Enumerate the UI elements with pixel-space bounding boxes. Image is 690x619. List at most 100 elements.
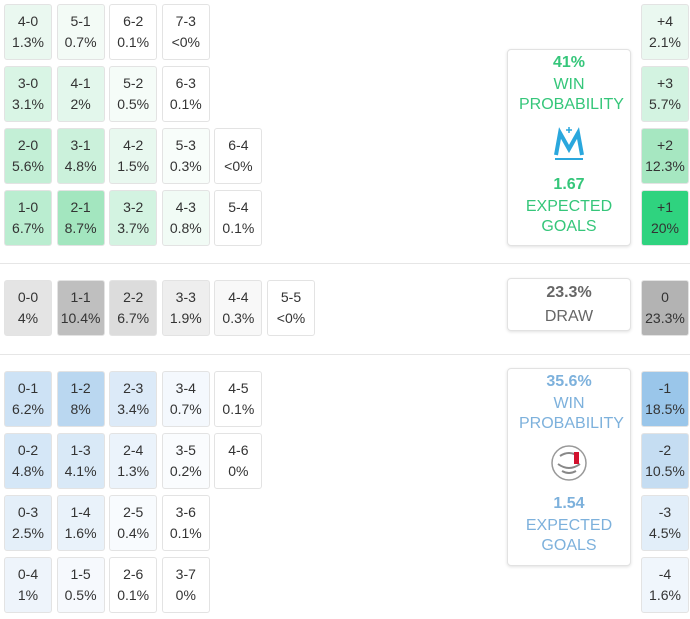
probability: 6.7% xyxy=(117,310,150,326)
probability: 8% xyxy=(70,401,91,417)
score-cell: 4-4 0.3% xyxy=(214,280,263,336)
score: 5-5 xyxy=(280,289,302,305)
score-cell: 3-1 4.8% xyxy=(56,128,105,184)
probability: 0.4% xyxy=(117,525,150,541)
win-label: WIN PROBABILITY xyxy=(519,75,624,113)
margin: -3 xyxy=(658,504,672,520)
probability: 1.3% xyxy=(12,34,44,50)
score-cell: 1-3 4.1% xyxy=(56,433,105,489)
probability: 4.8% xyxy=(64,158,97,174)
win-label: WIN PROBABILITY xyxy=(519,395,624,432)
score: 3-7 xyxy=(175,566,196,582)
score-cell: 4-2 1.5% xyxy=(109,128,158,184)
probability: 3.1% xyxy=(12,96,44,112)
score-cell: 4-1 2% xyxy=(56,66,105,122)
probability: 12.3% xyxy=(645,158,685,174)
score-cell: 2-4 1.3% xyxy=(109,433,158,489)
score: 6-3 xyxy=(175,75,196,91)
score-cell: 6-4 <0% xyxy=(214,128,263,184)
score-cell: 0-2 4.8% xyxy=(4,433,52,489)
score-cell: 7-3 <0% xyxy=(161,4,210,60)
score-cell: 0-1 6.2% xyxy=(4,371,52,427)
score: 1-3 xyxy=(70,442,91,458)
probability: 0.1% xyxy=(222,220,255,236)
margin: -2 xyxy=(658,442,672,458)
score-cell: 2-0 5.6% xyxy=(4,128,52,184)
score: 1-1 xyxy=(70,289,91,305)
probability: <0% xyxy=(171,34,200,50)
probability: 8.7% xyxy=(64,220,97,236)
score-cell: 3-2 3.7% xyxy=(109,190,158,246)
score: 5-1 xyxy=(70,13,91,29)
score: 1-0 xyxy=(17,199,39,215)
probability: 6.7% xyxy=(12,220,44,236)
score: 4-6 xyxy=(228,442,249,458)
score-cell: 3-7 0% xyxy=(161,557,210,613)
score: 1-5 xyxy=(70,566,91,582)
probability: 10.5% xyxy=(645,463,685,479)
score: 3-4 xyxy=(175,380,196,396)
score-cell: 5-3 0.3% xyxy=(161,128,210,184)
win-pct: 35.6% xyxy=(546,373,592,390)
probability: 4.1% xyxy=(64,463,97,479)
probability: 0.5% xyxy=(117,96,150,112)
score: 3-2 xyxy=(123,199,144,215)
margin: +1 xyxy=(657,199,673,215)
score: 4-0 xyxy=(17,13,39,29)
probability: 1% xyxy=(17,587,39,603)
score-cell: 4-3 0.8% xyxy=(161,190,210,246)
score-cell: -2 10.5% xyxy=(641,433,689,489)
score-cell: 1-1 10.4% xyxy=(56,280,105,336)
score-cell: +1 20% xyxy=(641,190,689,246)
probability: 0.2% xyxy=(169,463,202,479)
probability: 3.7% xyxy=(117,220,150,236)
draw-label: DRAW xyxy=(544,307,594,325)
score: 3-5 xyxy=(175,442,196,458)
margin: -4 xyxy=(658,566,672,582)
score-cell: 2-1 8.7% xyxy=(56,190,105,246)
separator xyxy=(0,354,690,355)
score: 3-1 xyxy=(70,137,91,153)
score-cell: 5-1 0.7% xyxy=(56,4,105,60)
score-cell: 2-6 0.1% xyxy=(109,557,158,613)
score: 5-4 xyxy=(228,199,249,215)
score: 0-0 xyxy=(17,289,39,305)
probability: 2.1% xyxy=(649,34,681,50)
margin: 0 xyxy=(661,289,669,305)
separator xyxy=(0,263,690,264)
probability: <0% xyxy=(224,158,253,174)
score: 4-2 xyxy=(123,137,144,153)
probability: 0.3% xyxy=(169,158,202,174)
score-cell: 6-3 0.1% xyxy=(161,66,210,122)
score-cell: -4 1.6% xyxy=(641,557,689,613)
probability: 0.7% xyxy=(64,34,97,50)
probability: 4% xyxy=(17,310,39,326)
score-cell: 4-0 1.3% xyxy=(4,4,52,60)
margin: +2 xyxy=(657,137,673,153)
score: 2-5 xyxy=(123,504,144,520)
score-cell: 3-4 0.7% xyxy=(161,371,210,427)
probability: 2.5% xyxy=(12,525,44,541)
score-cell: 4-5 0.1% xyxy=(214,371,263,427)
probability: 1.5% xyxy=(117,158,150,174)
probability: 0.3% xyxy=(222,310,255,326)
score: 2-4 xyxy=(123,442,144,458)
score-cell: +2 12.3% xyxy=(641,128,689,184)
probability: <0% xyxy=(276,310,306,326)
probability: 2% xyxy=(70,96,91,112)
probability: 0% xyxy=(228,463,249,479)
xg: 1.67 xyxy=(553,175,585,193)
probability: 0.5% xyxy=(64,587,97,603)
score: 3-3 xyxy=(175,289,196,305)
score-cell: 3-3 1.9% xyxy=(161,280,210,336)
score-cell: 0-3 2.5% xyxy=(4,495,52,551)
score-cell: 5-5 <0% xyxy=(267,280,315,336)
score: 0-3 xyxy=(17,504,39,520)
xg-label: EXPECTED GOALS xyxy=(525,197,613,235)
score-cell: 3-6 0.1% xyxy=(161,495,210,551)
score-cell: 4-6 0% xyxy=(214,433,263,489)
score-cell: -1 18.5% xyxy=(641,371,689,427)
score-cell: 1-5 0.5% xyxy=(56,557,105,613)
score-cell: 2-2 6.7% xyxy=(109,280,158,336)
margin: +3 xyxy=(657,75,673,91)
